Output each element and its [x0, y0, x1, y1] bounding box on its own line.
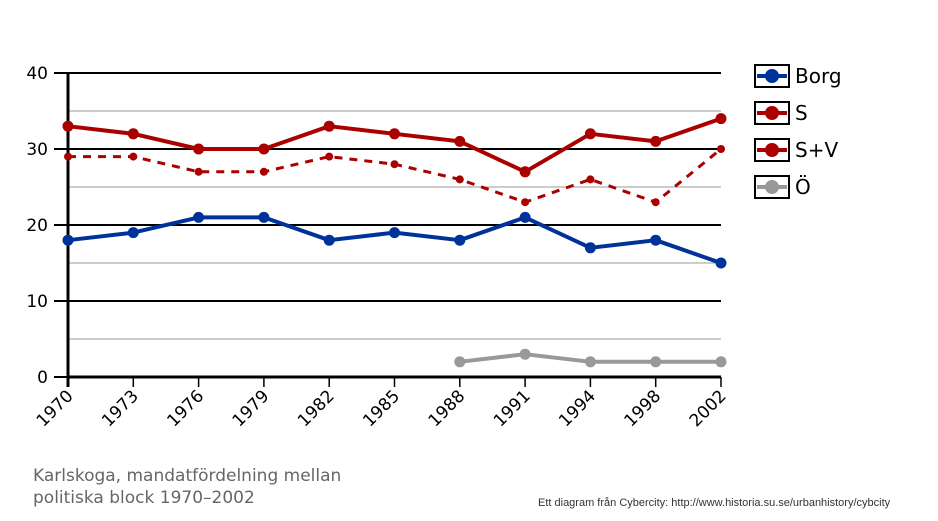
data-point-S: [390, 160, 399, 169]
y-tick-label: 10: [26, 292, 48, 312]
data-point-Borg: [650, 234, 662, 246]
data-point-S+V: [323, 120, 335, 132]
caption-line-1: Karlskoga, mandatfördelning mellan: [33, 466, 342, 486]
legend-label: S+V: [795, 138, 838, 162]
x-tick-label: 1979: [229, 386, 274, 431]
series-line-S: [68, 147, 722, 204]
legend-label: S: [795, 101, 808, 125]
data-point-S+V: [258, 143, 270, 155]
x-tick-label: 1985: [359, 386, 404, 431]
data-point-Borg: [715, 257, 727, 269]
data-point-Borg: [323, 234, 335, 246]
x-tick-label: 1994: [555, 386, 600, 431]
x-tick-label: 1970: [33, 386, 78, 431]
data-point-S+V: [193, 143, 205, 155]
x-tick-label: 1982: [294, 386, 339, 431]
data-point-S: [194, 167, 203, 176]
data-point-S+V: [650, 135, 662, 147]
data-point-S+V: [584, 128, 596, 140]
y-tick-label: 40: [26, 64, 48, 84]
y-tick-label: 30: [26, 140, 48, 160]
data-point-S: [651, 198, 660, 207]
data-point-Ö: [650, 356, 662, 368]
data-point-Ö: [519, 348, 531, 360]
data-point-Borg: [127, 227, 139, 239]
data-point-S+V: [62, 120, 74, 132]
legend-marker: [765, 143, 779, 157]
data-point-S+V: [127, 128, 139, 140]
chart-caption: Karlskoga, mandatfördelning mellan polit…: [33, 465, 341, 509]
data-point-S: [129, 152, 138, 161]
legend-label: Borg: [795, 64, 842, 88]
data-point-S: [717, 145, 725, 153]
data-point-Borg: [258, 211, 270, 223]
data-point-Borg: [193, 211, 205, 223]
data-point-S+V: [389, 128, 400, 140]
x-tick-label: 1998: [621, 386, 666, 431]
data-point-Borg: [519, 211, 531, 223]
x-tick-label: 1976: [163, 386, 208, 431]
legend-marker: [765, 180, 779, 194]
source-credit: Ett diagram från Cybercity: http://www.h…: [538, 497, 891, 509]
data-point-S+V: [519, 166, 531, 178]
y-tick-label: 0: [37, 368, 48, 388]
data-point-S: [64, 152, 72, 161]
legend-marker: [765, 106, 779, 120]
data-point-S: [455, 175, 464, 184]
legend-label: Ö: [795, 175, 811, 199]
data-point-Borg: [584, 242, 596, 254]
data-point-S: [259, 167, 268, 176]
data-point-Borg: [454, 234, 466, 246]
data-point-Ö: [454, 356, 466, 368]
x-tick-label: 1973: [98, 386, 143, 431]
data-point-S+V: [715, 113, 727, 125]
x-tick-label: 1988: [425, 386, 470, 431]
data-point-Borg: [389, 227, 400, 239]
data-point-S: [586, 175, 595, 184]
y-tick-label: 20: [26, 216, 48, 236]
data-point-S: [521, 198, 530, 207]
caption-line-2: politiska block 1970–2002: [33, 488, 255, 508]
data-point-S: [325, 152, 334, 161]
data-point-Ö: [584, 356, 596, 368]
data-point-S+V: [454, 135, 466, 147]
legend-marker: [765, 69, 779, 83]
data-point-Borg: [62, 234, 74, 246]
x-tick-label: 1991: [490, 386, 535, 431]
x-tick-label: 2002: [686, 386, 731, 431]
data-point-Ö: [715, 356, 727, 368]
